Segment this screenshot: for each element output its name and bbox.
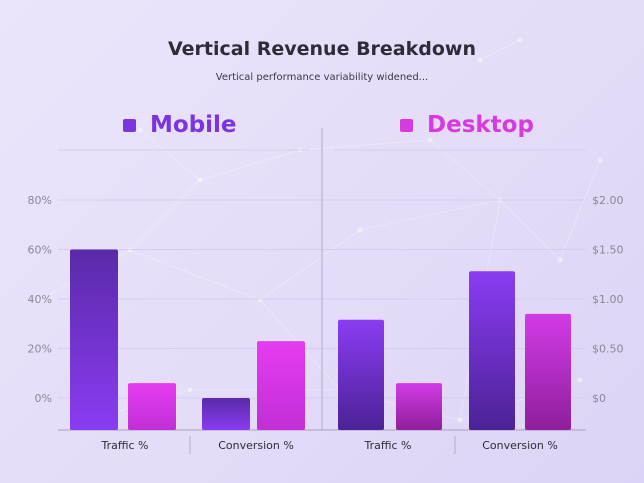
x-category-label: Traffic %: [101, 439, 149, 452]
y-tick-label: 0%: [35, 392, 52, 405]
chart-title: Vertical Revenue Breakdown: [168, 38, 476, 60]
bar-mobile-conversion: [202, 398, 250, 430]
bars: [70, 249, 571, 430]
network-link: [199, 149, 301, 181]
y-tick-label: $0.50: [592, 343, 624, 356]
background-network: [37, 37, 603, 423]
network-link: [359, 199, 501, 231]
x-category-label: Traffic %: [364, 439, 412, 452]
network-node: [137, 127, 143, 133]
network-node: [37, 297, 43, 303]
network-link: [139, 129, 201, 181]
legend-mobile-swatch: [123, 118, 136, 132]
network-node: [257, 297, 263, 303]
network-node: [477, 57, 483, 63]
y-tick-label: $0: [592, 392, 606, 405]
network-link: [259, 229, 361, 301]
y-tick-label: $1.50: [592, 244, 624, 257]
legend-mobile-label: Mobile: [150, 112, 237, 138]
y-tick-label: 20%: [28, 343, 52, 356]
legend-desktop: Desktop: [400, 112, 534, 138]
y-tick-label: $2.00: [592, 194, 624, 207]
network-link: [499, 199, 561, 261]
network-link: [299, 139, 431, 151]
network-node: [457, 417, 463, 423]
bar-desktop-conversion: [525, 313, 571, 430]
network-link: [559, 159, 601, 261]
chart-subtitle: Vertical performance variability widened…: [215, 72, 429, 83]
network-node: [577, 377, 583, 383]
network-node: [597, 157, 603, 163]
bar-mobile-conversion: [469, 271, 515, 430]
bar-desktop-conversion: [257, 341, 305, 430]
network-node: [557, 257, 563, 263]
network-link: [479, 39, 521, 61]
legend-mobile: Mobile: [123, 112, 237, 138]
legend-desktop-swatch: [400, 118, 413, 132]
x-category-label: Conversion %: [482, 439, 558, 452]
network-node: [427, 137, 433, 143]
y-tick-label: 40%: [28, 293, 52, 306]
network-node: [517, 37, 523, 43]
network-link: [129, 179, 201, 251]
bar-mobile-traffic: [338, 319, 384, 430]
network-link: [129, 249, 261, 301]
network-node: [187, 387, 193, 393]
x-category-label: Conversion %: [218, 439, 294, 452]
network-link: [429, 139, 501, 201]
y-tick-label: 60%: [28, 244, 52, 257]
y-tick-label: 80%: [28, 194, 52, 207]
legend-desktop-label: Desktop: [427, 112, 534, 138]
network-node: [357, 227, 363, 233]
network-node: [197, 177, 203, 183]
y-tick-label: $1.00: [592, 293, 624, 306]
axis-labels: 0% 20% 40% 60% 80% Traffic % Conversion % $0 $0.…: [28, 194, 624, 452]
bar-desktop-traffic: [396, 383, 442, 430]
bar-desktop-traffic: [128, 383, 176, 430]
bar-mobile-traffic: [70, 249, 118, 430]
